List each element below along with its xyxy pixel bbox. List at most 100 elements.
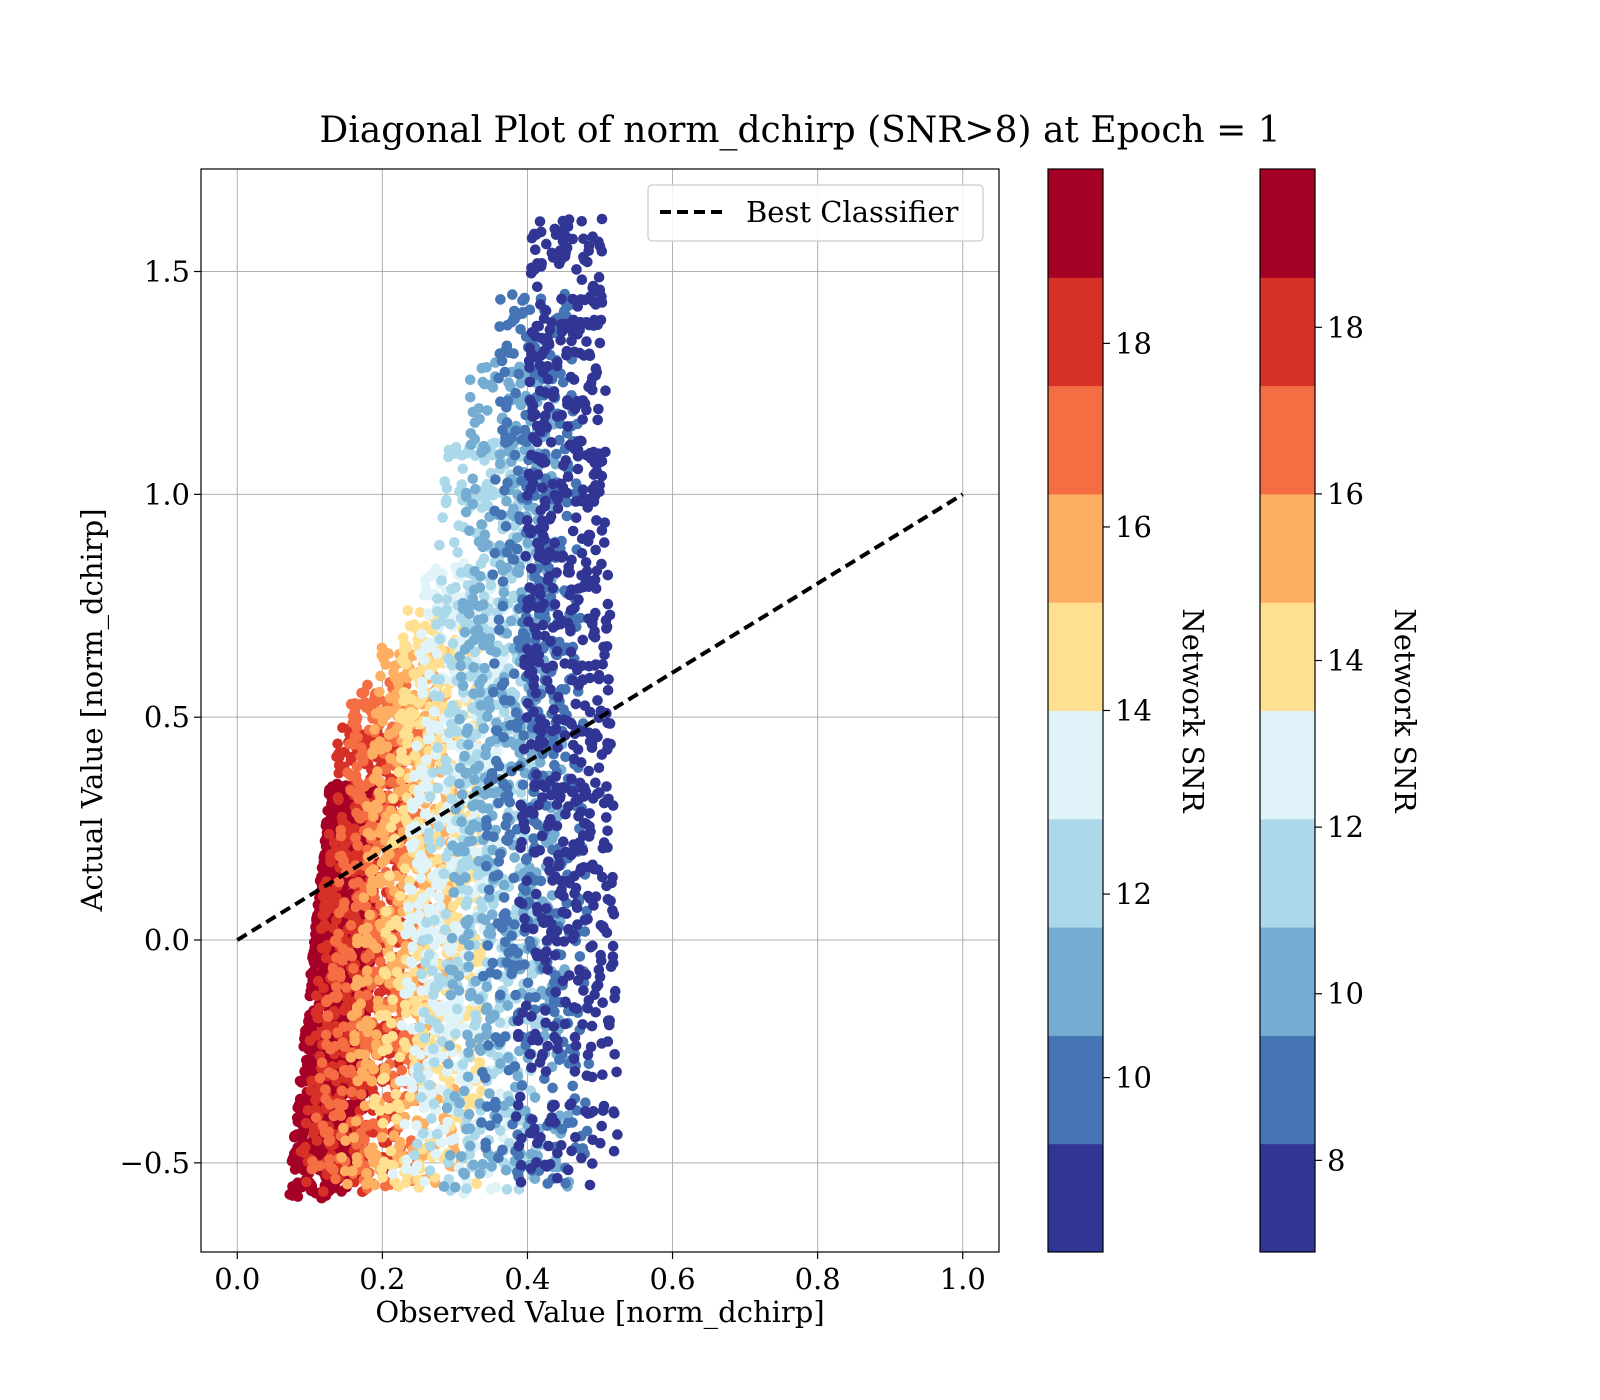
- scatter-point: [406, 957, 418, 969]
- scatter-point: [418, 1007, 430, 1018]
- scatter-point: [338, 854, 349, 866]
- scatter-point: [460, 900, 472, 911]
- scatter-point: [409, 995, 420, 1007]
- scatter-point: [494, 624, 505, 636]
- scatter-point: [310, 1112, 322, 1124]
- scatter-point: [432, 724, 444, 735]
- scatter-point: [353, 876, 364, 888]
- scatter-point: [333, 876, 345, 888]
- scatter-point: [500, 1164, 512, 1176]
- scatter-point: [485, 736, 496, 748]
- scatter-point: [485, 580, 497, 591]
- scatter-point: [305, 968, 317, 980]
- scatter-point: [467, 669, 479, 681]
- scatter-point: [316, 1057, 328, 1068]
- scatter-point: [399, 1075, 411, 1087]
- scatter-point: [507, 965, 518, 977]
- scatter-point: [438, 1181, 450, 1192]
- scatter-point: [475, 799, 486, 810]
- scatter-point: [495, 989, 506, 1001]
- scatter-point: [419, 1032, 431, 1044]
- scatter-point: [434, 891, 445, 903]
- scatter-point: [467, 498, 479, 510]
- scatter-point: [449, 920, 461, 932]
- scatter-point: [447, 840, 459, 851]
- scatter-point: [371, 1029, 382, 1040]
- scatter-point: [368, 1063, 380, 1075]
- scatter-point: [471, 728, 482, 740]
- scatter-point: [419, 1176, 431, 1187]
- scatter-point: [322, 1010, 334, 1021]
- scatter-point: [479, 455, 490, 466]
- scatter-point: [336, 1152, 347, 1163]
- scatter-point: [302, 1067, 314, 1078]
- scatter-point: [478, 553, 490, 564]
- scatter-point: [375, 956, 386, 968]
- scatter-point: [426, 843, 437, 854]
- scatter-point: [474, 1033, 485, 1044]
- scatter-point: [476, 502, 488, 513]
- scatter-point: [332, 738, 343, 750]
- scatter-point: [367, 1118, 379, 1129]
- scatter-point: [317, 1120, 329, 1131]
- scatter-point: [352, 776, 364, 788]
- scatter-point: [529, 875, 540, 886]
- scatter-point: [477, 673, 488, 685]
- scatter-point: [339, 1165, 351, 1177]
- scatter-point: [290, 1179, 302, 1191]
- scatter-point: [405, 912, 417, 924]
- scatter-point: [311, 990, 322, 1001]
- scatter-point: [400, 999, 411, 1011]
- scatter-point: [320, 1084, 331, 1095]
- scatter-point: [351, 807, 362, 819]
- scatter-point: [411, 1120, 423, 1131]
- scatter-point: [486, 1161, 498, 1172]
- scatter-point: [330, 896, 341, 907]
- scatter-point: [434, 674, 446, 685]
- scatter-point: [468, 688, 479, 699]
- scatter-point: [452, 956, 463, 968]
- scatter-point: [386, 776, 398, 788]
- scatter-point: [457, 463, 469, 475]
- scatter-point: [479, 662, 490, 674]
- scatter-point: [322, 939, 333, 951]
- scatter-point: [331, 981, 342, 993]
- scatter-point: [501, 495, 512, 507]
- scatter-point: [324, 1153, 335, 1165]
- scatter-point: [426, 965, 438, 976]
- scatter-point: [359, 1070, 371, 1082]
- scatter-point: [487, 957, 499, 969]
- scatter-point: [418, 654, 430, 666]
- scatter-point: [467, 593, 479, 604]
- scatter-point: [522, 537, 533, 549]
- scatter-point: [359, 1100, 371, 1111]
- scatter-point: [339, 945, 351, 957]
- scatter-point: [366, 804, 378, 815]
- scatter-point: [417, 679, 429, 691]
- scatter-point: [310, 1094, 321, 1106]
- scatter-point: [309, 1123, 320, 1134]
- scatter-point: [387, 793, 399, 804]
- scatter-point: [453, 1106, 465, 1118]
- scatter-point: [529, 1173, 541, 1184]
- scatter-point: [424, 1165, 436, 1176]
- scatter-point: [325, 1044, 336, 1055]
- scatter-point: [360, 952, 372, 964]
- scatter-point: [320, 1029, 332, 1041]
- scatter-point: [481, 981, 493, 992]
- scatter-point: [381, 1091, 393, 1103]
- scatter-point: [390, 689, 401, 700]
- scatter-point: [460, 506, 472, 518]
- scatter-point: [463, 951, 475, 962]
- scatter-point: [445, 618, 456, 630]
- scatter-point: [389, 660, 401, 671]
- scatter-point: [512, 532, 523, 543]
- scatter-point: [318, 1186, 329, 1197]
- scatter-point: [437, 765, 449, 776]
- scatter-point: [492, 746, 503, 758]
- scatter-point: [501, 957, 512, 968]
- scatter-point: [350, 1116, 362, 1127]
- scatter-point: [510, 387, 521, 399]
- scatter-point: [356, 742, 367, 753]
- scatter-point: [301, 1176, 312, 1188]
